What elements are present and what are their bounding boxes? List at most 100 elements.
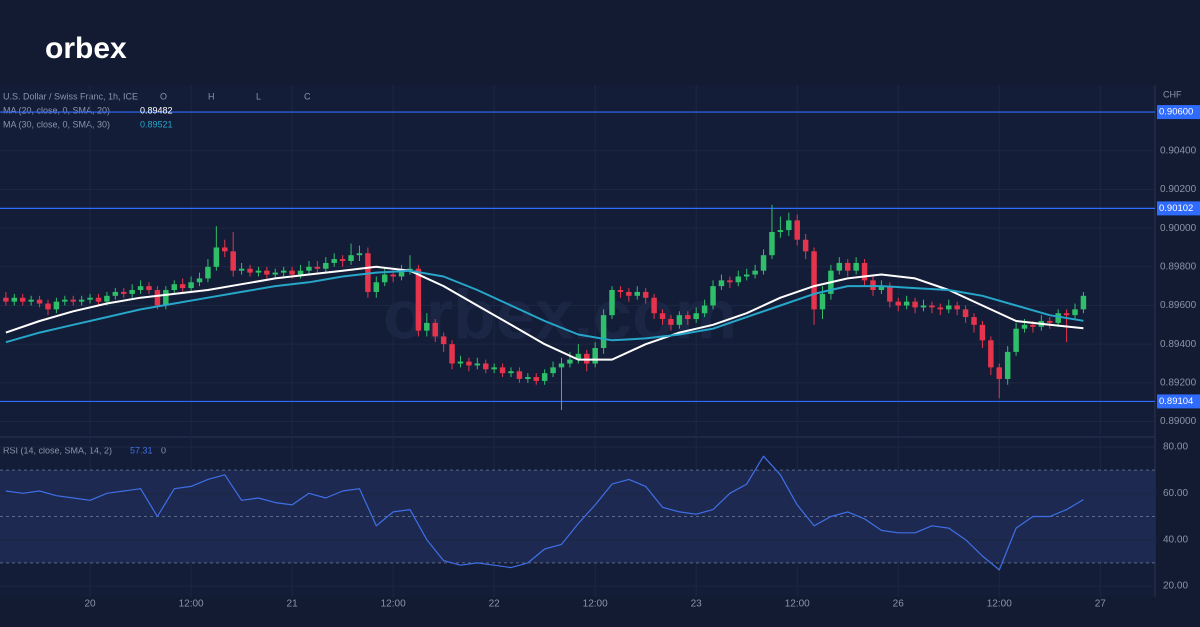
candle-body [979,324,986,341]
moving-average [5,269,1084,344]
candle-body [752,270,758,275]
candle-body [348,255,354,261]
candle-body [247,268,253,273]
candle-body [794,220,800,240]
candle-body [53,301,60,310]
candle-body [550,367,556,374]
candle-body [70,299,76,302]
candle-body [971,317,977,325]
candle-body [289,270,295,275]
candle-body [1047,320,1053,323]
x-tick-label: 12:00 [987,599,1012,610]
candle-body [129,290,135,294]
candle-body [264,270,270,275]
candle-body [903,301,910,306]
candle-body [87,297,93,300]
ohlc-label: H [208,91,215,101]
x-tick-label: 12:00 [179,599,204,610]
candle-body [121,291,127,294]
candle-body [1004,351,1011,379]
candle-body [474,363,481,366]
candle-body [525,377,531,379]
candle-body [954,305,960,310]
candle-body [626,291,632,296]
candle-body [1030,324,1036,327]
candle-body [314,266,321,269]
candle-body [819,293,826,310]
level-label: 0.89104 [1159,396,1193,407]
candle-body [205,266,211,279]
x-tick-label: 20 [85,599,97,610]
rsi-signal-label: 0 [161,445,166,455]
candle-body [878,286,885,291]
candle-body [962,309,969,318]
candle-body [112,291,119,296]
y-tick-label: 20.00 [1163,581,1188,592]
level-label-box [1157,201,1200,216]
candle-body [996,367,1002,379]
candle-body [693,313,699,320]
candle-body [676,315,683,325]
candle-body [213,247,220,267]
candle-body [912,301,918,308]
candle-body [718,280,725,287]
candle-body [937,307,944,310]
candle-body [339,259,346,261]
candle-body [62,299,68,302]
candle-body [11,297,18,302]
candle-body [179,284,186,289]
candle-body [440,336,447,345]
x-tick-label: 23 [691,599,703,610]
x-tick-label: 12:00 [785,599,810,610]
candle-body [533,377,539,381]
candle-body [735,276,742,283]
candle-body [651,297,657,314]
candle-body [28,299,34,302]
candle-body [777,230,784,232]
instrument-title: U.S. Dollar / Swiss Franc, 1h, ICE [3,91,138,101]
candle-body [1063,313,1070,316]
candle-body [196,278,203,283]
candle-body [844,262,851,271]
y-tick-label: 0.89000 [1160,416,1197,427]
x-tick-label: 26 [893,599,905,610]
candle-body [306,266,312,271]
candle-body [491,367,497,370]
candle-body [432,322,438,337]
candle-body [988,340,994,368]
rsi-legend: RSI (14, close, SMA, 14, 2) [3,445,112,455]
x-tick-label: 27 [1095,599,1107,610]
currency-label: CHF [1163,89,1182,99]
candle-body [457,361,464,364]
candle-body [592,348,598,364]
candle-body [45,303,51,310]
candle-body [499,367,506,374]
candle-body [466,361,472,366]
candle-body [710,286,716,306]
candle-body [1072,309,1078,316]
candle-body [449,344,455,364]
candle-body [617,290,624,292]
candle-body [137,286,144,291]
x-tick-label: 22 [489,599,501,610]
candle-body [154,290,161,306]
y-tick-label: 60.00 [1163,488,1188,499]
level-label-box [1157,105,1200,120]
candle-body [887,286,893,302]
candle-body [861,262,868,281]
candle-body [685,315,691,320]
candle-body [642,291,649,298]
candle-body [668,319,674,325]
candle-body [188,282,194,289]
candle-body [19,297,26,302]
candle-body [255,270,262,273]
candle-body [398,270,405,277]
ohlc-label: C [304,91,311,101]
candle-body [373,282,380,292]
logo: orbex [45,32,127,65]
y-tick-label: 0.89800 [1160,261,1197,272]
candle-body [297,270,304,275]
candle-body [920,305,927,308]
rsi-line [5,455,1084,571]
